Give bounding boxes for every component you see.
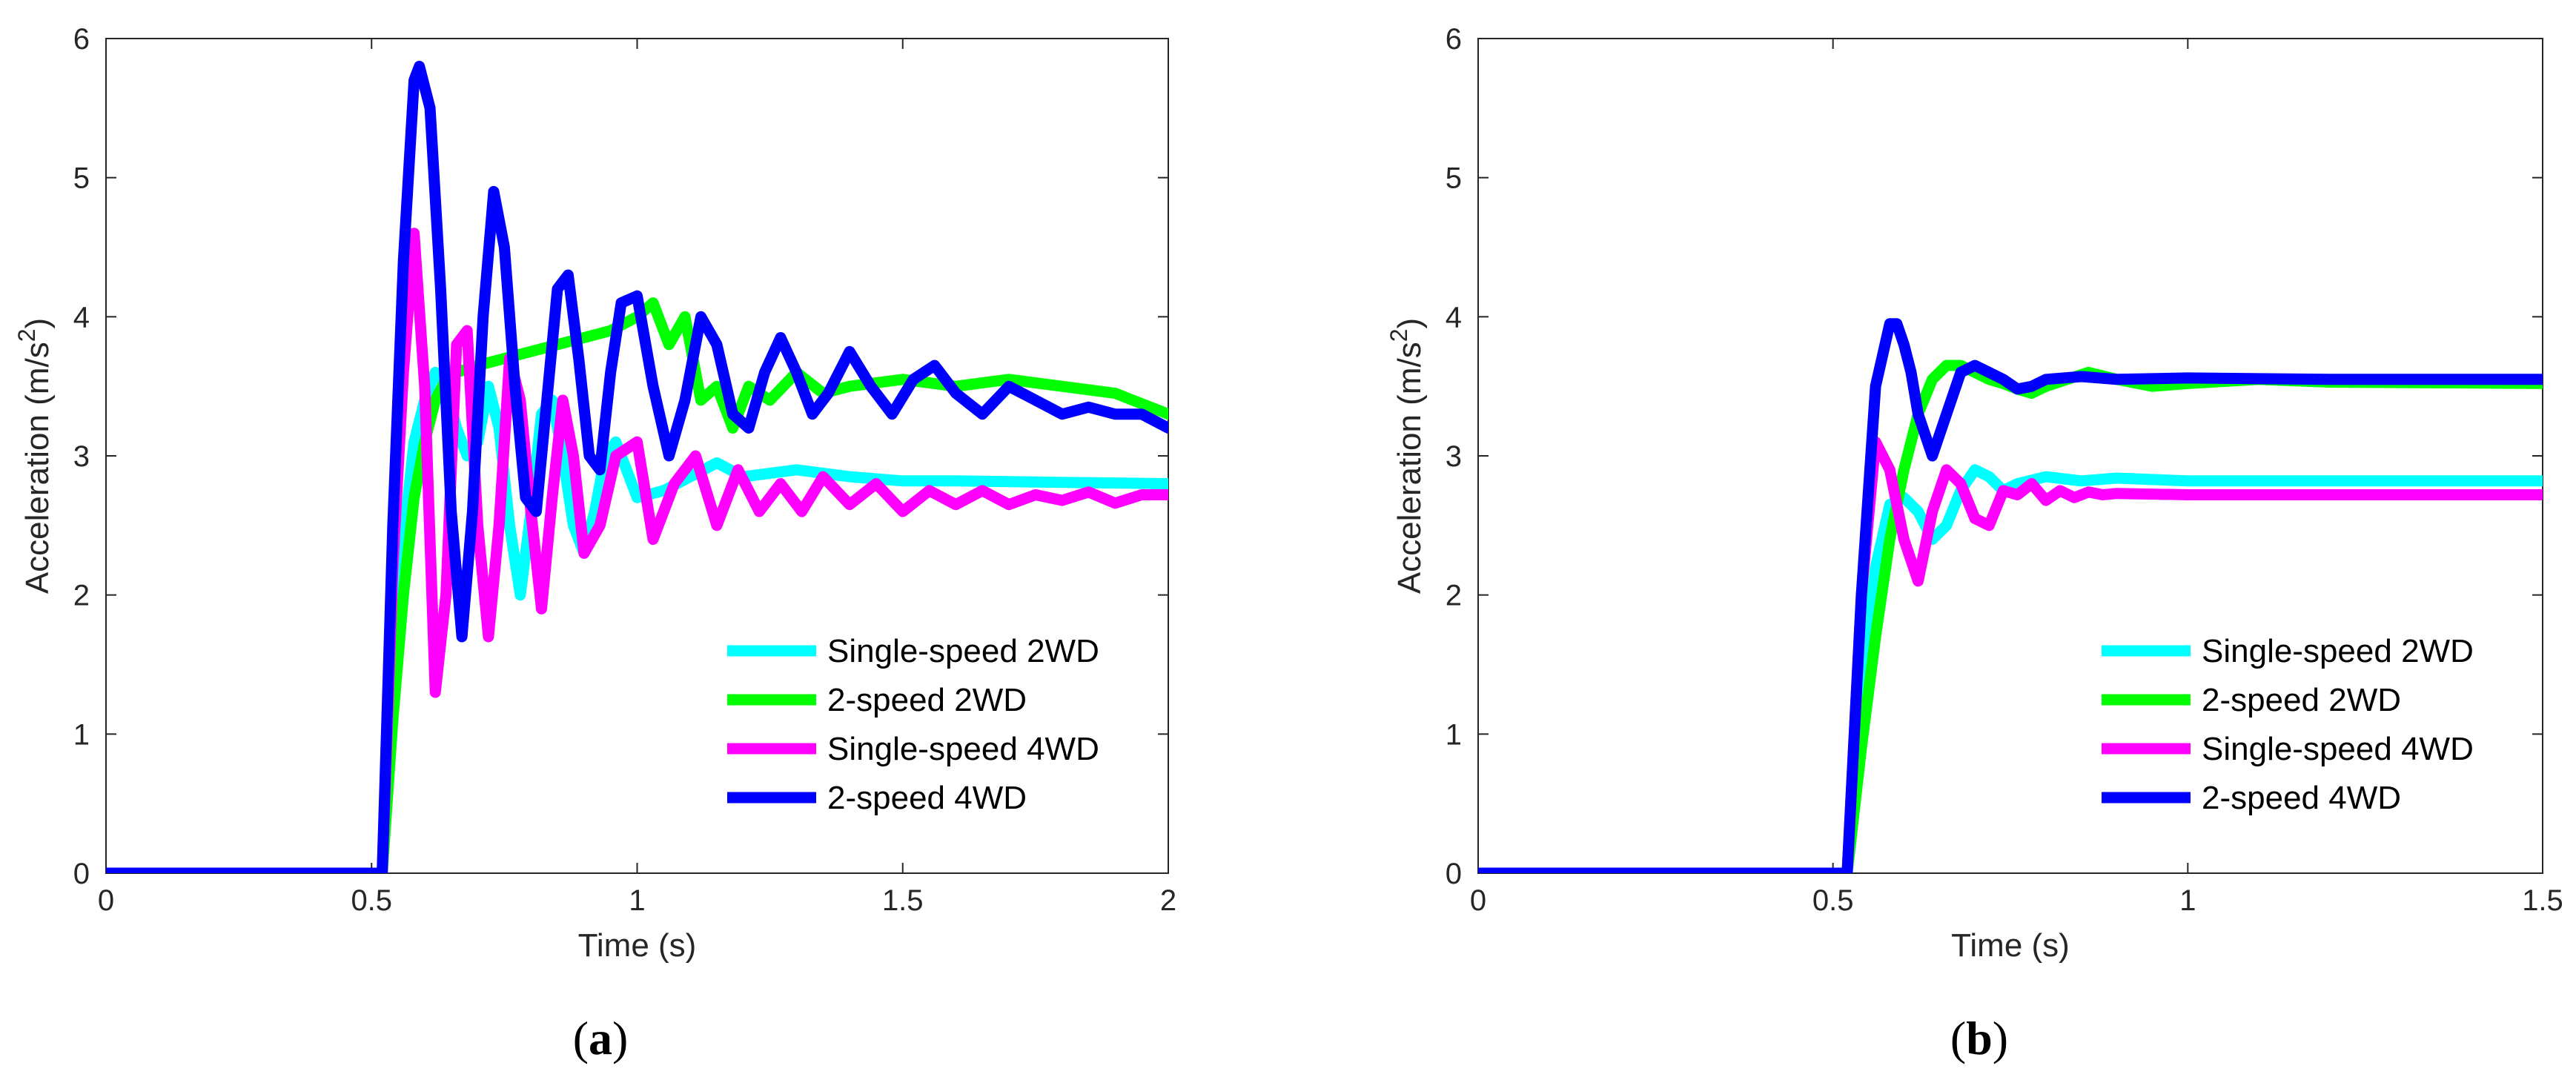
y-axis-label: Acceleration (m/s2) [13, 318, 56, 594]
x-tick-label: 0.5 [1812, 884, 1854, 917]
x-axis-label: Time (s) [578, 927, 697, 964]
legend-label: Single-speed 4WD [827, 731, 1099, 767]
y-tick-label: 3 [73, 440, 90, 473]
x-tick-label: 0 [98, 884, 114, 917]
legend-label: Single-speed 4WD [2202, 731, 2474, 767]
caption-open: ( [1950, 1012, 1966, 1064]
x-tick-label: 1 [629, 884, 645, 917]
x-tick-label: 1 [2179, 884, 2196, 917]
y-axis-label-main: Acceleration (m/s [1391, 342, 1428, 594]
panel-caption: (b) [1950, 1012, 2008, 1064]
caption-letter: b [1966, 1012, 1993, 1064]
legend-label: 2-speed 2WD [827, 682, 1027, 718]
y-tick-label: 5 [73, 162, 90, 195]
y-tick-label: 1 [73, 718, 90, 751]
caption-open: ( [573, 1012, 589, 1064]
legend: Single-speed 2WD 2-speed 2WD Single-speed … [727, 633, 1099, 816]
legend-label: 2-speed 2WD [2202, 682, 2401, 718]
y-axis-label: Acceleration (m/s2) [1385, 318, 1428, 594]
y-axis-label-sup: 2 [13, 328, 40, 342]
y-axis-label-end: ) [19, 318, 56, 329]
caption-letter: a [589, 1012, 612, 1064]
y-tick-label: 0 [1446, 858, 1462, 890]
y-tick-label: 4 [1446, 301, 1462, 334]
series-line-single-speed-2wd [1478, 464, 2543, 873]
x-tick-label: 0 [1470, 884, 1486, 917]
y-tick-label: 5 [1446, 162, 1462, 195]
x-tick-label: 0.5 [351, 884, 392, 917]
panel-caption: (a) [573, 1012, 629, 1064]
y-tick-label: 3 [1446, 440, 1462, 473]
legend-label: 2-speed 4WD [2202, 780, 2401, 816]
x-tick-label: 1.5 [2522, 884, 2563, 917]
series-line-single-speed-4wd [1478, 436, 2543, 873]
plot-area [1477, 38, 2543, 874]
legend-label: Single-speed 2WD [2202, 633, 2474, 669]
legend: Single-speed 2WD 2-speed 2WD Single-speed … [2102, 633, 2474, 816]
y-tick-label: 2 [73, 580, 90, 612]
x-tick-label: 1.5 [882, 884, 924, 917]
y-tick-label: 2 [1446, 580, 1462, 612]
x-axis-label: Time (s) [1951, 927, 2070, 964]
y-tick-label: 6 [73, 23, 90, 56]
panel-b: 0 0.5 1 1.5 0 1 2 3 4 5 6 Time (s) Acceleration (m/s… [1385, 23, 2563, 1064]
series-group [106, 61, 1168, 873]
panel-a: 0 0.5 1 1.5 2 0 1 2 3 4 5 6 Time (s) Acceleration (m/… [13, 23, 1176, 1064]
series-line-2-speed-4wd [1478, 318, 2543, 873]
legend-label: 2-speed 4WD [827, 780, 1027, 816]
series-line-2-speed-4wd [106, 61, 1168, 873]
y-axis-label-main: Acceleration (m/s [19, 342, 56, 594]
y-axis-label-sup: 2 [1385, 328, 1412, 342]
y-tick-label: 0 [73, 858, 90, 890]
y-axis-label-end: ) [1391, 318, 1428, 329]
y-tick-label: 1 [1446, 718, 1462, 751]
series-group [1478, 318, 2543, 873]
legend-label: Single-speed 2WD [827, 633, 1099, 669]
x-tick-label: 2 [1160, 884, 1176, 917]
caption-close: ) [612, 1012, 628, 1064]
y-tick-label: 6 [1446, 23, 1462, 56]
y-tick-label: 4 [73, 301, 90, 334]
caption-close: ) [1993, 1012, 2008, 1064]
